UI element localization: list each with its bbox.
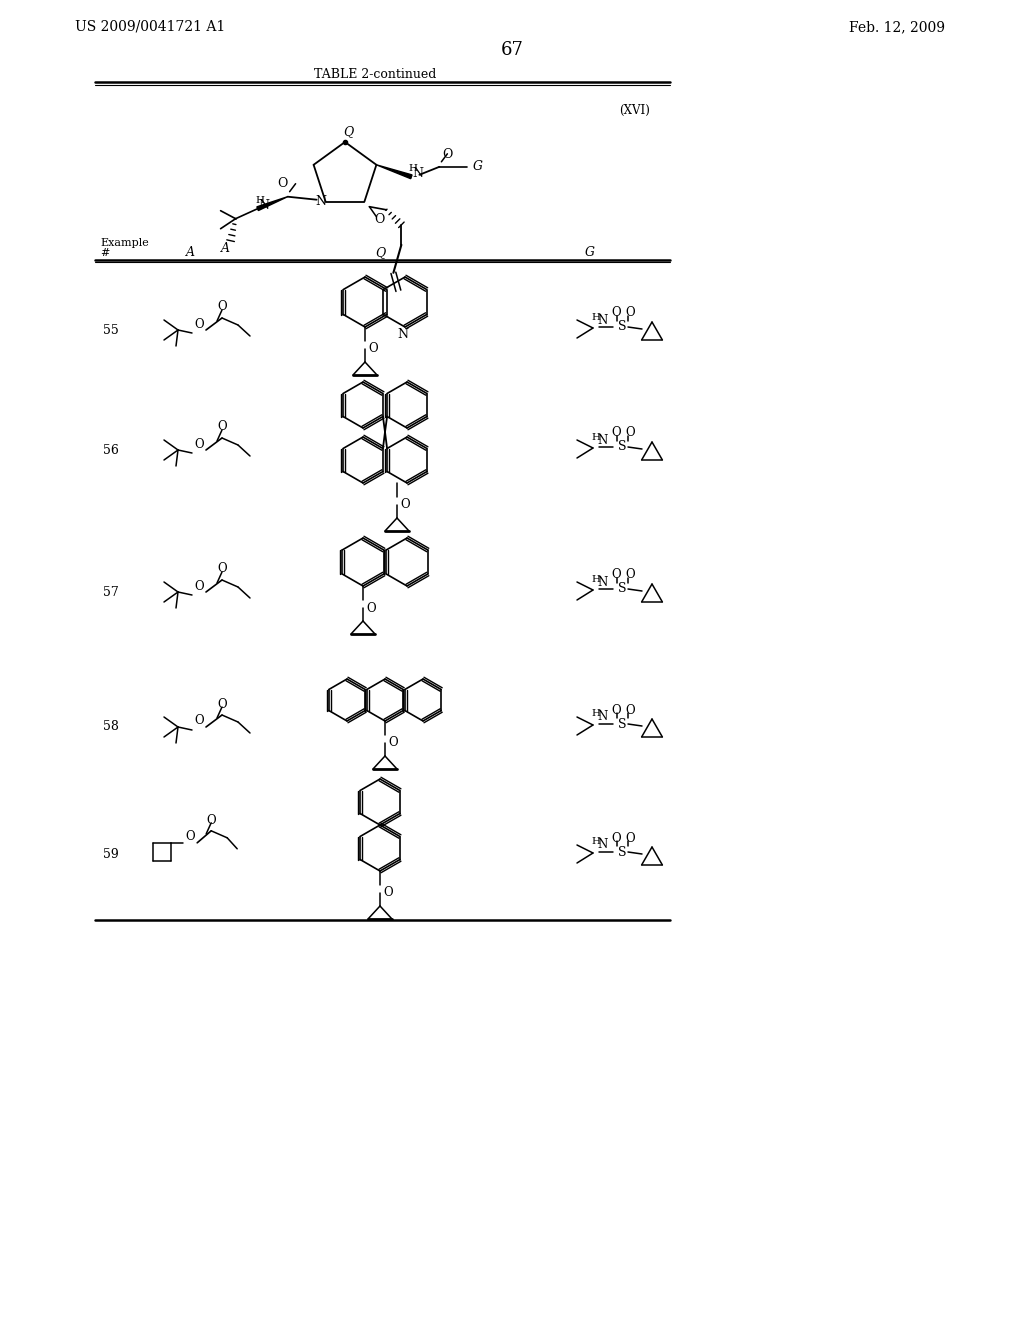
Text: O: O — [611, 704, 621, 717]
Text: H: H — [592, 574, 600, 583]
Text: H: H — [592, 837, 600, 846]
Text: 55: 55 — [103, 323, 119, 337]
Text: O: O — [626, 832, 635, 845]
Text: #: # — [100, 248, 110, 257]
Text: (XVI): (XVI) — [620, 103, 650, 116]
Text: N: N — [315, 195, 326, 209]
Text: S: S — [617, 718, 627, 730]
Text: N: N — [598, 433, 608, 446]
Text: N: N — [598, 576, 608, 589]
Text: O: O — [626, 569, 635, 582]
Text: O: O — [611, 306, 621, 319]
Text: Example: Example — [100, 238, 148, 248]
Text: O: O — [195, 318, 204, 330]
Text: H: H — [409, 164, 418, 173]
Polygon shape — [257, 197, 288, 211]
Text: G: G — [472, 160, 482, 173]
Text: O: O — [383, 887, 393, 899]
Text: O: O — [217, 562, 226, 576]
Text: 56: 56 — [103, 444, 119, 457]
Text: H: H — [592, 710, 600, 718]
Polygon shape — [377, 165, 412, 178]
Text: Q: Q — [343, 125, 353, 139]
Text: N: N — [412, 168, 423, 181]
Text: O: O — [626, 704, 635, 717]
Text: Q: Q — [375, 247, 385, 260]
Text: 59: 59 — [103, 849, 119, 862]
Text: N: N — [598, 838, 608, 851]
Text: H: H — [592, 433, 600, 441]
Text: O: O — [374, 214, 385, 226]
Text: O: O — [278, 177, 288, 190]
Text: US 2009/0041721 A1: US 2009/0041721 A1 — [75, 20, 225, 34]
Text: 67: 67 — [501, 41, 523, 59]
Text: O: O — [195, 437, 204, 450]
Text: O: O — [207, 814, 216, 828]
Text: O: O — [217, 301, 226, 314]
Text: 58: 58 — [103, 721, 119, 734]
Text: O: O — [217, 697, 226, 710]
Text: O: O — [195, 714, 204, 727]
Text: A: A — [221, 242, 230, 255]
Text: O: O — [367, 602, 376, 615]
Text: O: O — [611, 832, 621, 845]
Text: S: S — [617, 321, 627, 334]
Text: Feb. 12, 2009: Feb. 12, 2009 — [849, 20, 945, 34]
Text: N: N — [598, 710, 608, 723]
Text: N: N — [258, 199, 269, 213]
Text: O: O — [195, 579, 204, 593]
Text: O: O — [611, 426, 621, 440]
Text: TABLE 2-continued: TABLE 2-continued — [313, 69, 436, 82]
Text: N: N — [397, 329, 409, 342]
Text: S: S — [617, 582, 627, 595]
Text: N: N — [598, 314, 608, 326]
Text: O: O — [442, 148, 453, 161]
Text: O: O — [185, 830, 195, 843]
Text: H: H — [592, 313, 600, 322]
Text: S: S — [617, 846, 627, 858]
Text: G: G — [585, 247, 595, 260]
Text: O: O — [626, 306, 635, 319]
Text: O: O — [217, 421, 226, 433]
Text: O: O — [400, 499, 410, 511]
Text: H: H — [255, 197, 264, 205]
Text: S: S — [617, 441, 627, 454]
Text: O: O — [626, 426, 635, 440]
Text: 57: 57 — [103, 586, 119, 598]
Text: O: O — [369, 342, 378, 355]
Text: O: O — [388, 737, 397, 750]
Text: O: O — [611, 569, 621, 582]
Text: A: A — [185, 247, 195, 260]
